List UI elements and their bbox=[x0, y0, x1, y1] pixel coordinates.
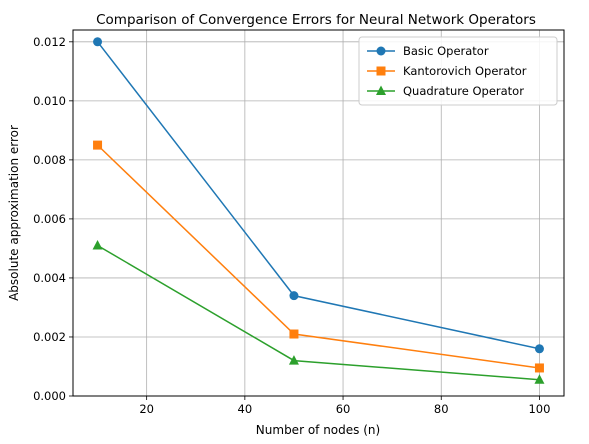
x-axis: 20 40 60 80 100 bbox=[139, 396, 550, 416]
data-point-basic-operator bbox=[534, 344, 544, 354]
y-axis: 0.000 0.002 0.004 0.006 0.008 0.010 0.012 bbox=[33, 35, 73, 403]
x-tick-label: 20 bbox=[139, 402, 154, 416]
y-tick-label: 0.000 bbox=[33, 389, 66, 403]
x-axis-label: Number of nodes (n) bbox=[256, 423, 380, 437]
y-tick-label: 0.006 bbox=[33, 212, 66, 226]
data-point-quadrature-operator bbox=[534, 374, 545, 384]
data-point-quadrature-operator bbox=[92, 239, 103, 250]
y-axis-label: Absolute approximation error bbox=[7, 125, 21, 301]
y-tick-label: 0.004 bbox=[33, 271, 66, 285]
y-tick-label: 0.012 bbox=[33, 35, 66, 49]
plot-frame bbox=[72, 29, 565, 397]
data-point-kantorovich-operator bbox=[534, 363, 544, 373]
data-point-kantorovich-operator bbox=[289, 329, 299, 339]
x-tick-label: 100 bbox=[528, 402, 550, 416]
legend-label-kantorovich-operator: Kantorovich Operator bbox=[403, 64, 527, 78]
legend-marker-quadrature-operator bbox=[376, 85, 386, 95]
data-point-basic-operator bbox=[93, 37, 103, 47]
y-tick-label: 0.008 bbox=[33, 153, 66, 167]
x-tick-label: 80 bbox=[434, 402, 449, 416]
x-tick-label: 60 bbox=[336, 402, 351, 416]
legend-marker-basic-operator bbox=[376, 46, 386, 56]
data-point-quadrature-operator bbox=[288, 355, 299, 365]
chart-title: Comparison of Convergence Errors for Neu… bbox=[96, 12, 536, 28]
y-tick-label: 0.010 bbox=[33, 94, 66, 108]
data-point-basic-operator bbox=[289, 291, 299, 301]
legend-label-quadrature-operator: Quadrature Operator bbox=[403, 84, 524, 98]
legend-box bbox=[358, 36, 558, 106]
series-line-quadrature-operator bbox=[97, 244, 540, 381]
legend-label-basic-operator: Basic Operator bbox=[403, 44, 489, 58]
y-tick-label: 0.002 bbox=[33, 330, 66, 344]
x-tick-label: 40 bbox=[238, 402, 253, 416]
series-group bbox=[92, 37, 545, 384]
data-point-kantorovich-operator bbox=[93, 140, 103, 150]
legend-marker-kantorovich-operator bbox=[376, 66, 386, 76]
legend: Basic Operator Kantorovich Operator Quadra… bbox=[358, 36, 558, 106]
